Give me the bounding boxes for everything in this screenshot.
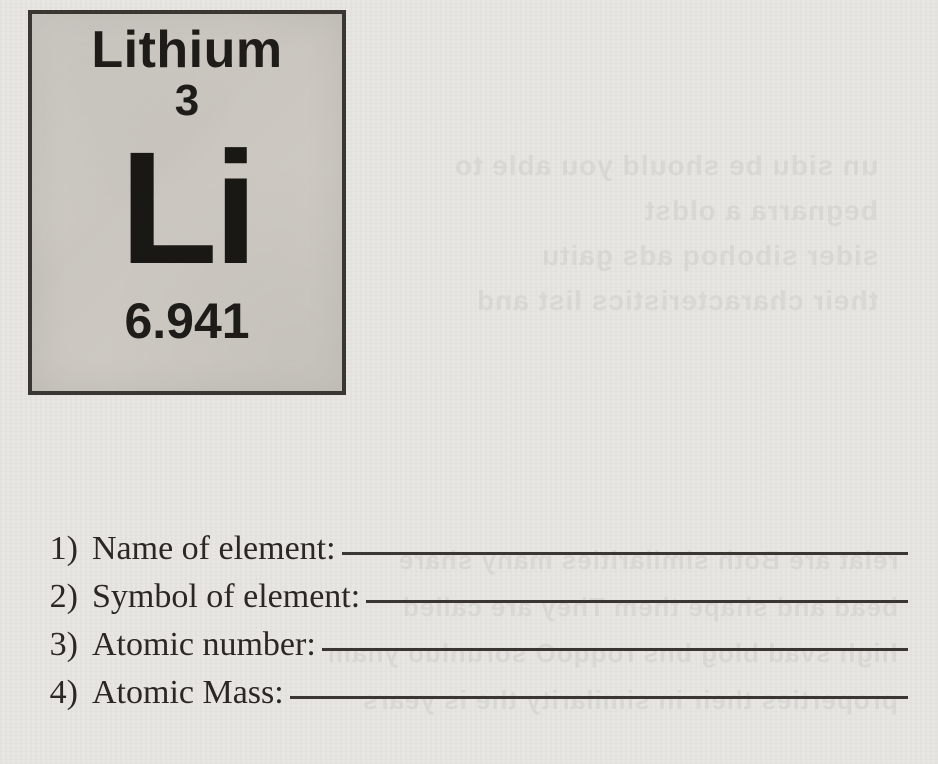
- element-symbol: Li: [120, 132, 254, 284]
- element-tile: Lithium 3 Li 6.941: [28, 10, 346, 395]
- question-label: Atomic Mass:: [92, 674, 284, 712]
- answer-blank[interactable]: [366, 575, 908, 603]
- element-name: Lithium: [91, 20, 282, 80]
- question-label: Atomic number:: [92, 626, 316, 664]
- ghost-text: sider sibohoq ads gaitu: [541, 240, 878, 272]
- ghost-text: begnarra a oldst: [644, 195, 878, 227]
- question-label: Symbol of element:: [92, 578, 360, 616]
- question-row: 1) Name of element:: [40, 530, 908, 568]
- answer-blank[interactable]: [322, 623, 908, 651]
- question-row: 2) Symbol of element:: [40, 578, 908, 616]
- question-row: 4) Atomic Mass:: [40, 674, 908, 712]
- questions-list: 1) Name of element: 2) Symbol of element…: [40, 530, 908, 722]
- question-label: Name of element:: [92, 530, 336, 568]
- ghost-text: un sidu be should you able to: [454, 150, 878, 182]
- answer-blank[interactable]: [342, 527, 908, 555]
- question-number: 1): [40, 530, 92, 568]
- answer-blank[interactable]: [290, 671, 908, 699]
- question-number: 4): [40, 674, 92, 712]
- question-number: 2): [40, 578, 92, 616]
- element-atomic-mass: 6.941: [124, 292, 249, 350]
- question-number: 3): [40, 626, 92, 664]
- ghost-text: their characteristics list and: [476, 285, 878, 317]
- question-row: 3) Atomic number:: [40, 626, 908, 664]
